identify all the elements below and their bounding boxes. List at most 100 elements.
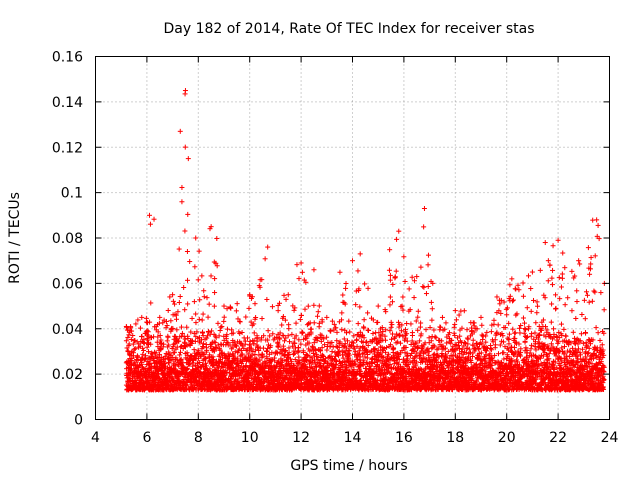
data-point: [191, 299, 197, 305]
data-point: [164, 323, 170, 329]
data-point: [265, 328, 271, 334]
data-point: [387, 247, 393, 253]
data-point: [135, 317, 141, 323]
data-point: [178, 356, 184, 362]
data-point: [484, 329, 490, 335]
data-point: [451, 330, 457, 336]
data-point: [299, 330, 305, 336]
data-point: [269, 304, 275, 310]
data-point: [206, 301, 212, 307]
data-point: [375, 319, 381, 325]
data-point: [214, 235, 220, 241]
data-point: [182, 336, 188, 342]
data-point: [421, 284, 427, 290]
data-point: [182, 307, 188, 313]
data-point: [387, 294, 393, 300]
data-point: [132, 346, 138, 352]
data-point: [328, 328, 334, 334]
data-point: [392, 274, 398, 280]
data-point: [308, 326, 314, 332]
data-point: [192, 264, 198, 270]
data-point: [184, 324, 190, 330]
data-point: [339, 327, 345, 333]
data-point: [275, 308, 281, 314]
data-point: [365, 285, 371, 291]
data-point: [161, 341, 167, 347]
data-point: [128, 362, 134, 368]
data-point: [234, 301, 240, 307]
data-point: [488, 329, 494, 335]
data-point: [129, 355, 135, 361]
data-point: [186, 361, 192, 367]
data-point: [497, 342, 503, 348]
data-point: [488, 346, 494, 352]
data-point: [483, 333, 489, 339]
data-point: [131, 346, 137, 352]
data-points: [123, 88, 607, 393]
data-point: [388, 336, 394, 342]
data-point: [215, 320, 221, 326]
data-point: [333, 343, 339, 349]
data-point: [128, 336, 134, 342]
data-point: [415, 308, 421, 314]
data-point: [193, 311, 199, 317]
data-point: [393, 268, 399, 274]
data-point: [196, 316, 202, 322]
data-point: [174, 327, 180, 333]
data-point: [155, 329, 161, 335]
data-point: [366, 328, 372, 334]
data-point: [409, 330, 415, 336]
data-point: [167, 294, 173, 300]
data-point: [178, 344, 184, 350]
data-point: [166, 342, 172, 348]
data-point: [365, 310, 371, 316]
data-point: [389, 299, 395, 305]
data-point: [196, 248, 202, 254]
data-point: [162, 361, 168, 367]
data-point: [179, 330, 185, 336]
data-point: [479, 322, 485, 328]
data-point: [383, 337, 389, 343]
data-point: [187, 361, 193, 367]
data-point: [311, 302, 317, 308]
data-point: [197, 297, 203, 303]
data-point: [421, 224, 427, 230]
data-point: [340, 292, 346, 298]
data-point: [429, 317, 435, 323]
data-point: [293, 320, 299, 326]
data-point: [205, 314, 211, 320]
data-point: [224, 326, 230, 332]
data-point: [470, 337, 476, 343]
data-point: [387, 302, 393, 308]
data-point: [404, 321, 410, 327]
data-point: [139, 333, 145, 339]
data-point: [329, 349, 335, 355]
data-point: [179, 199, 185, 205]
data-point: [157, 352, 163, 358]
data-point: [233, 308, 239, 314]
data-point: [425, 283, 431, 289]
data-point: [125, 348, 131, 354]
data-point: [148, 300, 154, 306]
data-point: [185, 336, 191, 342]
data-point: [299, 269, 305, 275]
data-point: [411, 295, 417, 301]
data-point: [453, 317, 459, 323]
data-point: [137, 325, 143, 331]
data-point: [504, 312, 510, 318]
data-point: [355, 268, 361, 274]
data-point: [280, 343, 286, 349]
data-point: [172, 366, 178, 372]
data-point: [420, 284, 426, 290]
data-point: [362, 281, 368, 287]
data-point: [147, 319, 153, 325]
data-point: [286, 326, 292, 332]
data-point: [144, 328, 150, 334]
data-point: [176, 299, 182, 305]
data-point: [187, 259, 193, 265]
data-point: [259, 316, 265, 322]
data-point: [146, 349, 152, 355]
data-point: [208, 273, 214, 279]
data-point: [188, 329, 194, 335]
data-point: [177, 128, 183, 134]
